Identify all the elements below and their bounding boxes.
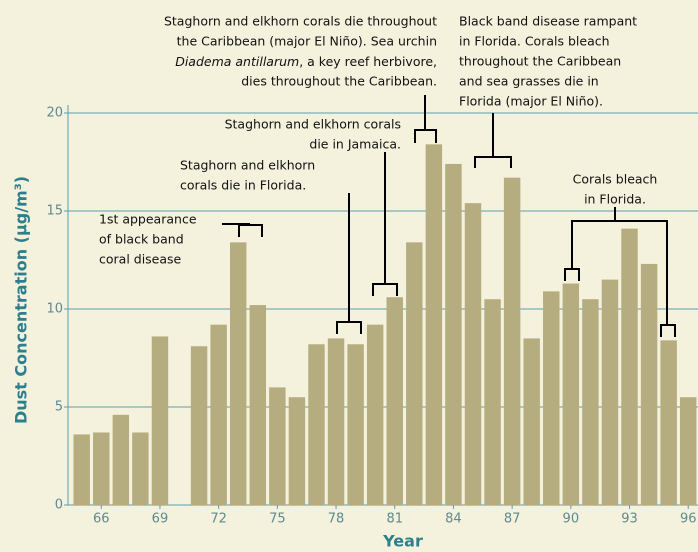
bar <box>426 144 442 505</box>
bar <box>269 387 285 505</box>
y-tick-label: 20 <box>46 106 63 121</box>
annotation-part: Diadema antillarum <box>175 54 299 69</box>
annotation: die in Jamaica. <box>309 137 401 152</box>
annotation: throughout the Caribbean <box>459 54 621 69</box>
bar <box>484 299 500 505</box>
x-tick-label: 84 <box>445 512 462 527</box>
x-tick-label: 66 <box>93 512 110 527</box>
bar <box>523 338 539 505</box>
x-tick-label: 69 <box>152 512 169 527</box>
bar <box>621 229 637 505</box>
annotation: Diadema antillarum, a key reef herbivore… <box>175 54 437 69</box>
bar <box>367 325 383 505</box>
x-tick-label: 90 <box>563 512 580 527</box>
bar <box>582 299 598 505</box>
annotation: Staghorn and elkhorn corals die througho… <box>164 14 437 29</box>
annotation: Black band disease rampant <box>459 14 637 29</box>
bar <box>445 164 461 505</box>
x-tick-label: 93 <box>621 512 638 527</box>
bar <box>387 297 403 505</box>
bar <box>504 178 520 505</box>
x-axis-title: Year <box>382 532 423 551</box>
bar <box>680 397 696 505</box>
x-tick-label: 72 <box>210 512 227 527</box>
bar <box>406 242 422 505</box>
annotation: corals die in Florida. <box>180 178 306 193</box>
y-axis-title: Dust Concentration (µg/m³) <box>12 176 31 424</box>
bracket <box>475 113 511 168</box>
x-tick-label: 87 <box>504 512 521 527</box>
x-tick-label: 75 <box>269 512 286 527</box>
bar <box>660 340 676 505</box>
bar <box>210 325 226 505</box>
annotation: coral disease <box>99 252 182 267</box>
bar <box>308 344 324 505</box>
bar <box>543 291 559 505</box>
annotation: dies throughout the Caribbean. <box>241 74 437 89</box>
bar <box>113 415 129 505</box>
y-tick-label: 0 <box>55 498 63 513</box>
y-tick-label: 10 <box>46 302 63 317</box>
annotation: Corals bleach <box>573 172 658 187</box>
bar <box>191 346 207 505</box>
bracket <box>373 152 397 296</box>
bar <box>230 242 246 505</box>
bar <box>328 338 344 505</box>
annotation-part: , a key reef herbivore, <box>299 54 437 69</box>
chart: Dust Concentration (µg/m³) Year 0 5 10 15 20… <box>0 0 698 552</box>
annotation: the Caribbean (major El Niño). Sea urchi… <box>177 34 437 49</box>
x-tick-label: 96 <box>680 512 697 527</box>
annotation: Florida (major El Niño). <box>459 94 603 109</box>
bar <box>602 280 618 505</box>
bar <box>563 284 579 505</box>
annotation: Staghorn and elkhorn corals <box>225 117 401 132</box>
y-tick-label: 5 <box>55 400 63 415</box>
y-tick-label: 15 <box>46 204 63 219</box>
annotation: 1st appearance <box>99 212 197 227</box>
annotation: of black band <box>99 232 184 247</box>
bar <box>73 434 89 505</box>
bar <box>347 344 363 505</box>
bar <box>465 203 481 505</box>
bracket <box>337 193 361 334</box>
x-tick-label: 81 <box>386 512 403 527</box>
bracket <box>222 224 262 237</box>
bracket <box>565 207 675 337</box>
bar <box>289 397 305 505</box>
annotation: in Florida. Corals bleach <box>459 34 610 49</box>
annotation: in Florida. <box>584 192 646 207</box>
annotation: Staghorn and elkhorn <box>180 158 315 173</box>
bar <box>93 432 109 505</box>
bar <box>250 305 266 505</box>
bracket <box>415 95 436 143</box>
bar <box>132 432 148 505</box>
x-tick-label: 78 <box>328 512 345 527</box>
bar <box>641 264 657 505</box>
annotation: and sea grasses die in <box>459 74 599 89</box>
bar <box>152 336 168 505</box>
